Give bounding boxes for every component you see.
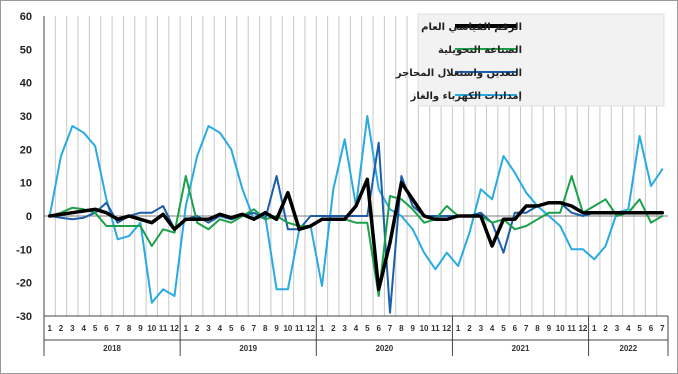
x-month-label: 11 — [431, 324, 440, 333]
x-axis: 1 2 3 4 5 6 7 8 9 10 11 12 1 2 3 4 5 6 7 8 9 10 11 12 1 2 3 4 5 6 7 8 9 1… — [43, 316, 669, 356]
x-month-label: 12 — [170, 324, 179, 333]
x-month-label: 3 — [479, 324, 484, 333]
vertical-gridlines — [54, 16, 658, 316]
legend: الرقم القياسي العام الصناعة التحويلية التع… — [395, 13, 665, 107]
x-month-label: 8 — [399, 324, 404, 333]
x-month-label: 5 — [501, 324, 506, 333]
x-month-label: 9 — [547, 324, 552, 333]
x-month-label: 6 — [376, 324, 381, 333]
series-line — [47, 177, 665, 292]
y-tick-label: 0 — [26, 211, 32, 223]
x-month-label: 1 — [320, 324, 325, 333]
x-month-label: 4 — [81, 324, 86, 333]
y-tick-label: -10 — [16, 244, 32, 256]
x-month-label: 2 — [467, 324, 472, 333]
x-month-label: 6 — [649, 324, 654, 333]
x-month-label: 10 — [283, 324, 292, 333]
legend-label: الرقم القياسي العام — [421, 22, 522, 33]
x-year-label: 2020 — [375, 344, 393, 353]
legend-label: إمدادات الكهرباء والغاز — [410, 91, 522, 102]
legend-label: الصناعة التحويلية — [438, 45, 522, 56]
x-month-label: 7 — [660, 324, 665, 333]
y-tick-label: 30 — [20, 111, 32, 123]
y-tick-label: 10 — [20, 178, 32, 190]
x-month-label: 9 — [274, 324, 279, 333]
x-month-label: 4 — [218, 324, 223, 333]
x-month-label: 5 — [637, 324, 642, 333]
x-month-label: 1 — [184, 324, 189, 333]
y-tick-label: 20 — [20, 144, 32, 156]
x-year-label: 2021 — [512, 344, 530, 353]
x-month-label: 2 — [331, 324, 336, 333]
y-tick-label: 60 — [20, 11, 32, 23]
x-month-label: 11 — [159, 324, 168, 333]
x-month-label: 2 — [59, 324, 64, 333]
x-month-label: 2 — [195, 324, 200, 333]
x-month-label: 7 — [116, 324, 121, 333]
x-month-label: 1 — [592, 324, 597, 333]
x-month-label: 6 — [513, 324, 518, 333]
x-month-label: 12 — [578, 324, 587, 333]
x-month-label: 3 — [206, 324, 211, 333]
x-month-label: 3 — [342, 324, 347, 333]
y-tick-label: 40 — [20, 78, 32, 90]
x-month-label: 8 — [535, 324, 540, 333]
x-year-label: 2018 — [103, 344, 121, 353]
x-month-label: 9 — [138, 324, 143, 333]
x-month-label: 6 — [240, 324, 245, 333]
y-tick-label: -30 — [16, 311, 32, 323]
y-axis: 60 50 40 30 20 10 0 -10 -20 -30 — [16, 11, 32, 323]
x-month-label: 8 — [127, 324, 132, 333]
y-tick-label: 50 — [20, 44, 32, 56]
x-year-label: 2019 — [239, 344, 257, 353]
x-month-label: 3 — [70, 324, 75, 333]
x-month-label: 4 — [626, 324, 631, 333]
x-month-label: 10 — [420, 324, 429, 333]
series-lines — [47, 115, 665, 314]
x-month-label: 12 — [306, 324, 315, 333]
legend-label: التعدين واستغلال المحاجر — [395, 68, 522, 79]
x-month-label: 9 — [411, 324, 416, 333]
x-month-label: 12 — [442, 324, 451, 333]
x-month-label: 7 — [252, 324, 257, 333]
x-month-label: 8 — [263, 324, 268, 333]
x-month-label: 5 — [229, 324, 234, 333]
x-month-label: 4 — [490, 324, 495, 333]
x-month-label: 1 — [47, 324, 52, 333]
x-month-label: 6 — [104, 324, 109, 333]
x-month-label: 5 — [93, 324, 98, 333]
x-month-label: 4 — [354, 324, 359, 333]
x-month-label: 3 — [615, 324, 620, 333]
x-month-label: 7 — [388, 324, 393, 333]
x-month-label: 2 — [603, 324, 608, 333]
x-month-label: 1 — [456, 324, 461, 333]
legend-box — [417, 13, 665, 107]
series-line — [48, 175, 664, 297]
x-month-label: 5 — [365, 324, 370, 333]
x-month-label: 7 — [524, 324, 529, 333]
x-year-label: 2022 — [619, 344, 637, 353]
x-month-label: 10 — [147, 324, 156, 333]
x-month-label: 10 — [556, 324, 565, 333]
x-month-label: 11 — [295, 324, 304, 333]
x-month-label: 11 — [567, 324, 576, 333]
y-tick-label: -20 — [16, 278, 32, 290]
